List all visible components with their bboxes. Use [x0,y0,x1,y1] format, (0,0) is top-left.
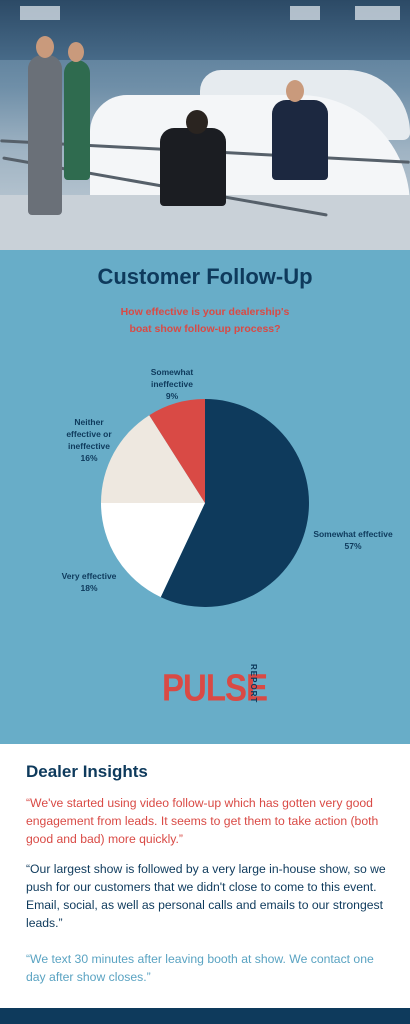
photo-person-head [186,110,208,134]
photo-ceiling [0,0,410,60]
logo-side-text: REPORT [249,664,258,704]
pie-label-text: ineffective [67,441,111,451]
insight-quote: “We text 30 minutes after leaving booth … [26,952,374,984]
photo-person-head [286,80,304,102]
chart-subtitle-line: boat show follow-up process? [129,323,281,335]
pie-label-neither: Neither effective or ineffective 16% [44,416,134,464]
pie-label-text: effective or [66,429,112,439]
pie-chart [101,399,309,607]
photo-person [28,55,62,215]
insight-quote: “Our largest show is followed by a very … [26,862,386,930]
chart-title: Customer Follow-Up [97,264,313,289]
pie-label-text: Somewhat effective [313,529,393,539]
pie-label-somewhat-ineffective: Somewhat ineffective 9% [122,366,222,402]
photo-person-head [36,36,54,58]
pie-slice-neither [101,415,205,503]
pie-slice-somewhat-effective [160,399,309,607]
chart-section: Customer Follow-Up How effective is your… [0,250,410,744]
pie-label-percent: 9% [165,391,179,401]
pulse-report-logo: PULSE REPORT [162,660,268,712]
pie-label-percent: 16% [80,453,98,463]
pie-label-text: Somewhat [150,367,194,377]
chart-subtitle-line: How effective is your dealership's [120,306,290,318]
pie-label-text: Very effective [61,571,117,581]
logo-main-text: PULSE [162,666,268,709]
pie-label-somewhat-effective: Somewhat effective 57% [298,528,408,552]
footer-bar [0,1008,410,1024]
photo-banner [355,6,400,20]
dealer-insights: Dealer Insights “We've started using vid… [0,744,410,1008]
pie-label-text: Neither [74,417,104,427]
pie-label-percent: 18% [80,583,98,593]
boat-show-photo [0,0,410,250]
pie-label-percent: 57% [344,541,362,551]
pie-label-very-effective: Very effective 18% [44,570,134,594]
pie-slice-somewhat-ineffective [149,399,205,503]
insight-quote: “We've started using video follow-up whi… [26,796,379,846]
photo-person [160,128,226,206]
photo-person [64,60,90,180]
pie-label-text: ineffective [150,379,194,389]
chart-subtitle: How effective is your dealership's boat … [55,304,355,338]
pie-slice-very-effective [101,503,205,598]
photo-banner [20,6,60,20]
insights-title: Dealer Insights [26,762,148,781]
photo-person [272,100,328,180]
photo-banner [290,6,320,20]
photo-person-head [68,42,84,62]
